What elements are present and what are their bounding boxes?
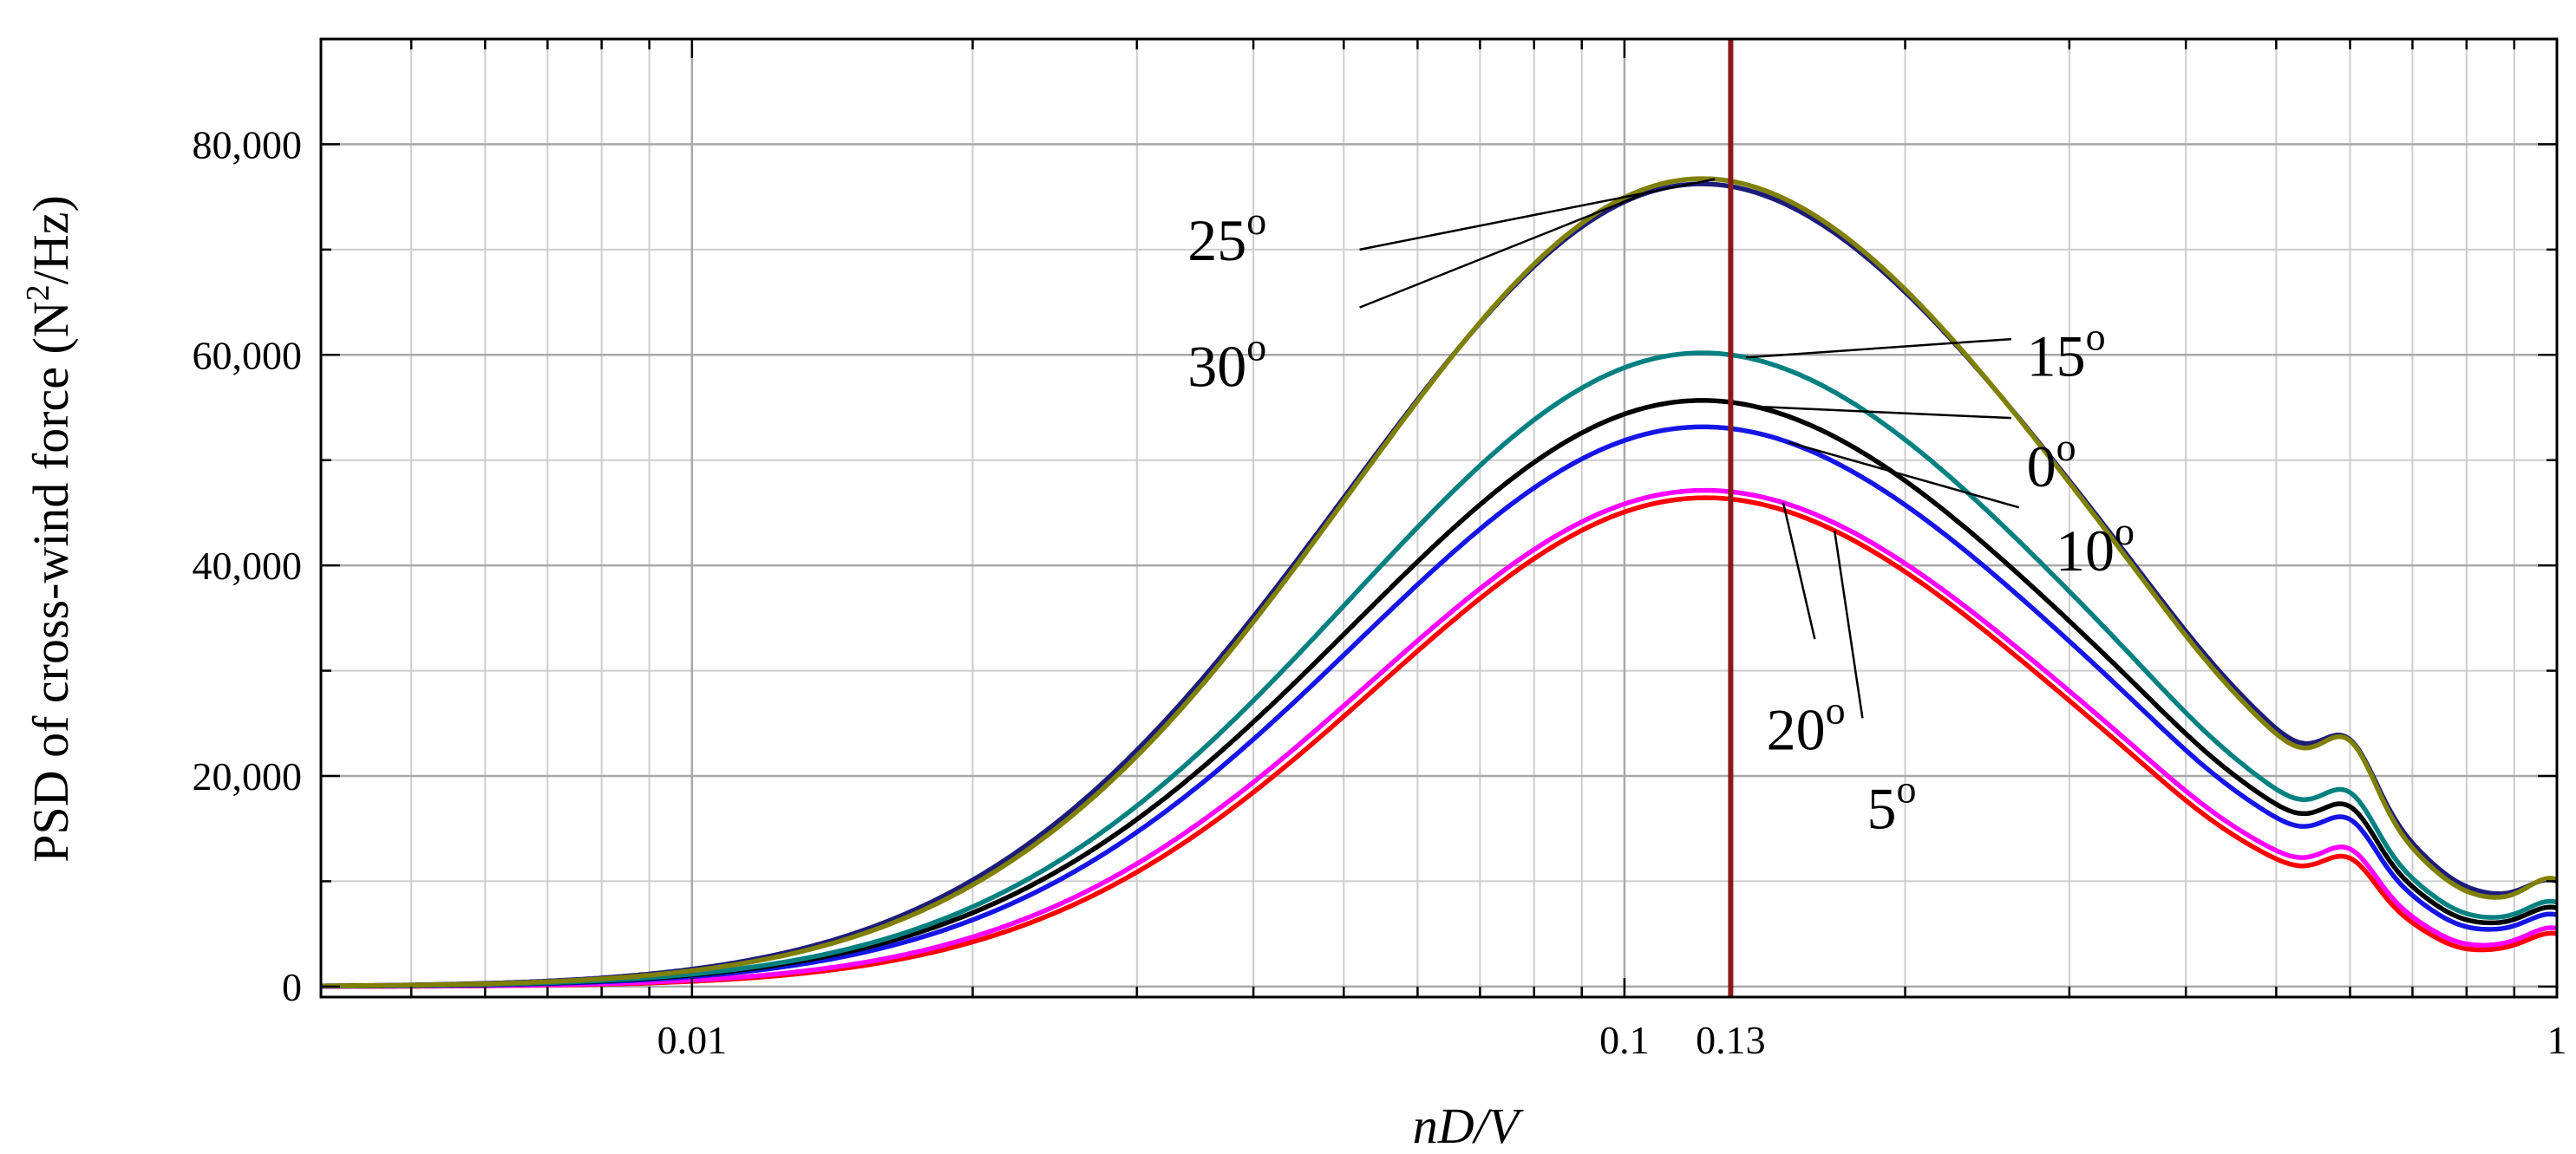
series-annotation: 0o [2027, 425, 2076, 499]
leader-line [1782, 502, 1816, 640]
axis-ticks [319, 37, 2557, 997]
y-tick-label: 60,000 [193, 333, 303, 377]
leader-line [1745, 337, 2012, 359]
series-annotation: 30o [1187, 325, 1266, 400]
series-line [321, 176, 2558, 988]
x-tick-label: 0.1 [1599, 1018, 1650, 1062]
series-line [320, 350, 2558, 989]
leader-line [1788, 440, 2020, 509]
y-tick-label: 0 [282, 965, 302, 1009]
plot-frame [319, 37, 2559, 999]
series-line [321, 424, 2558, 989]
leader-line [1755, 405, 2012, 420]
series-line [321, 495, 2558, 989]
series-line [321, 487, 2558, 989]
series-line [321, 398, 2558, 989]
x-axis-title: nD/V [1413, 1098, 1525, 1154]
series-annotations: 25o 30o 15o 0o 10o 20o 5o [1187, 199, 2135, 842]
series-annotation: 20o [1767, 688, 1846, 763]
annotation-leader-lines [1359, 178, 2020, 719]
leader-line [1359, 192, 1645, 309]
series-annotation: 25o [1187, 199, 1266, 273]
x-tick-label: 0.13 [1696, 1018, 1766, 1062]
leader-line [1359, 178, 1716, 251]
major-gridlines [321, 39, 2557, 997]
tick-labels: 0.01 0.1 0.13 1 0 20,000 40,000 60,000 80,000 [193, 122, 2567, 1062]
y-tick-label: 20,000 [193, 754, 303, 799]
series-line [321, 181, 2558, 988]
y-tick-label: 80,000 [193, 122, 303, 166]
y-axis-title: PSD of cross-wind force (N2/Hz) [20, 195, 79, 863]
minor-gridlines [320, 38, 2557, 997]
y-tick-label: 40,000 [193, 544, 303, 588]
x-tick-label: 0.01 [657, 1018, 728, 1062]
series-lines [320, 176, 2558, 989]
leader-line [1833, 530, 1864, 719]
x-tick-label: 1 [2547, 1018, 2567, 1062]
series-annotation: 5o [1867, 767, 1917, 842]
series-annotation: 10o [2056, 509, 2135, 584]
series-annotation: 15o [2027, 315, 2106, 389]
